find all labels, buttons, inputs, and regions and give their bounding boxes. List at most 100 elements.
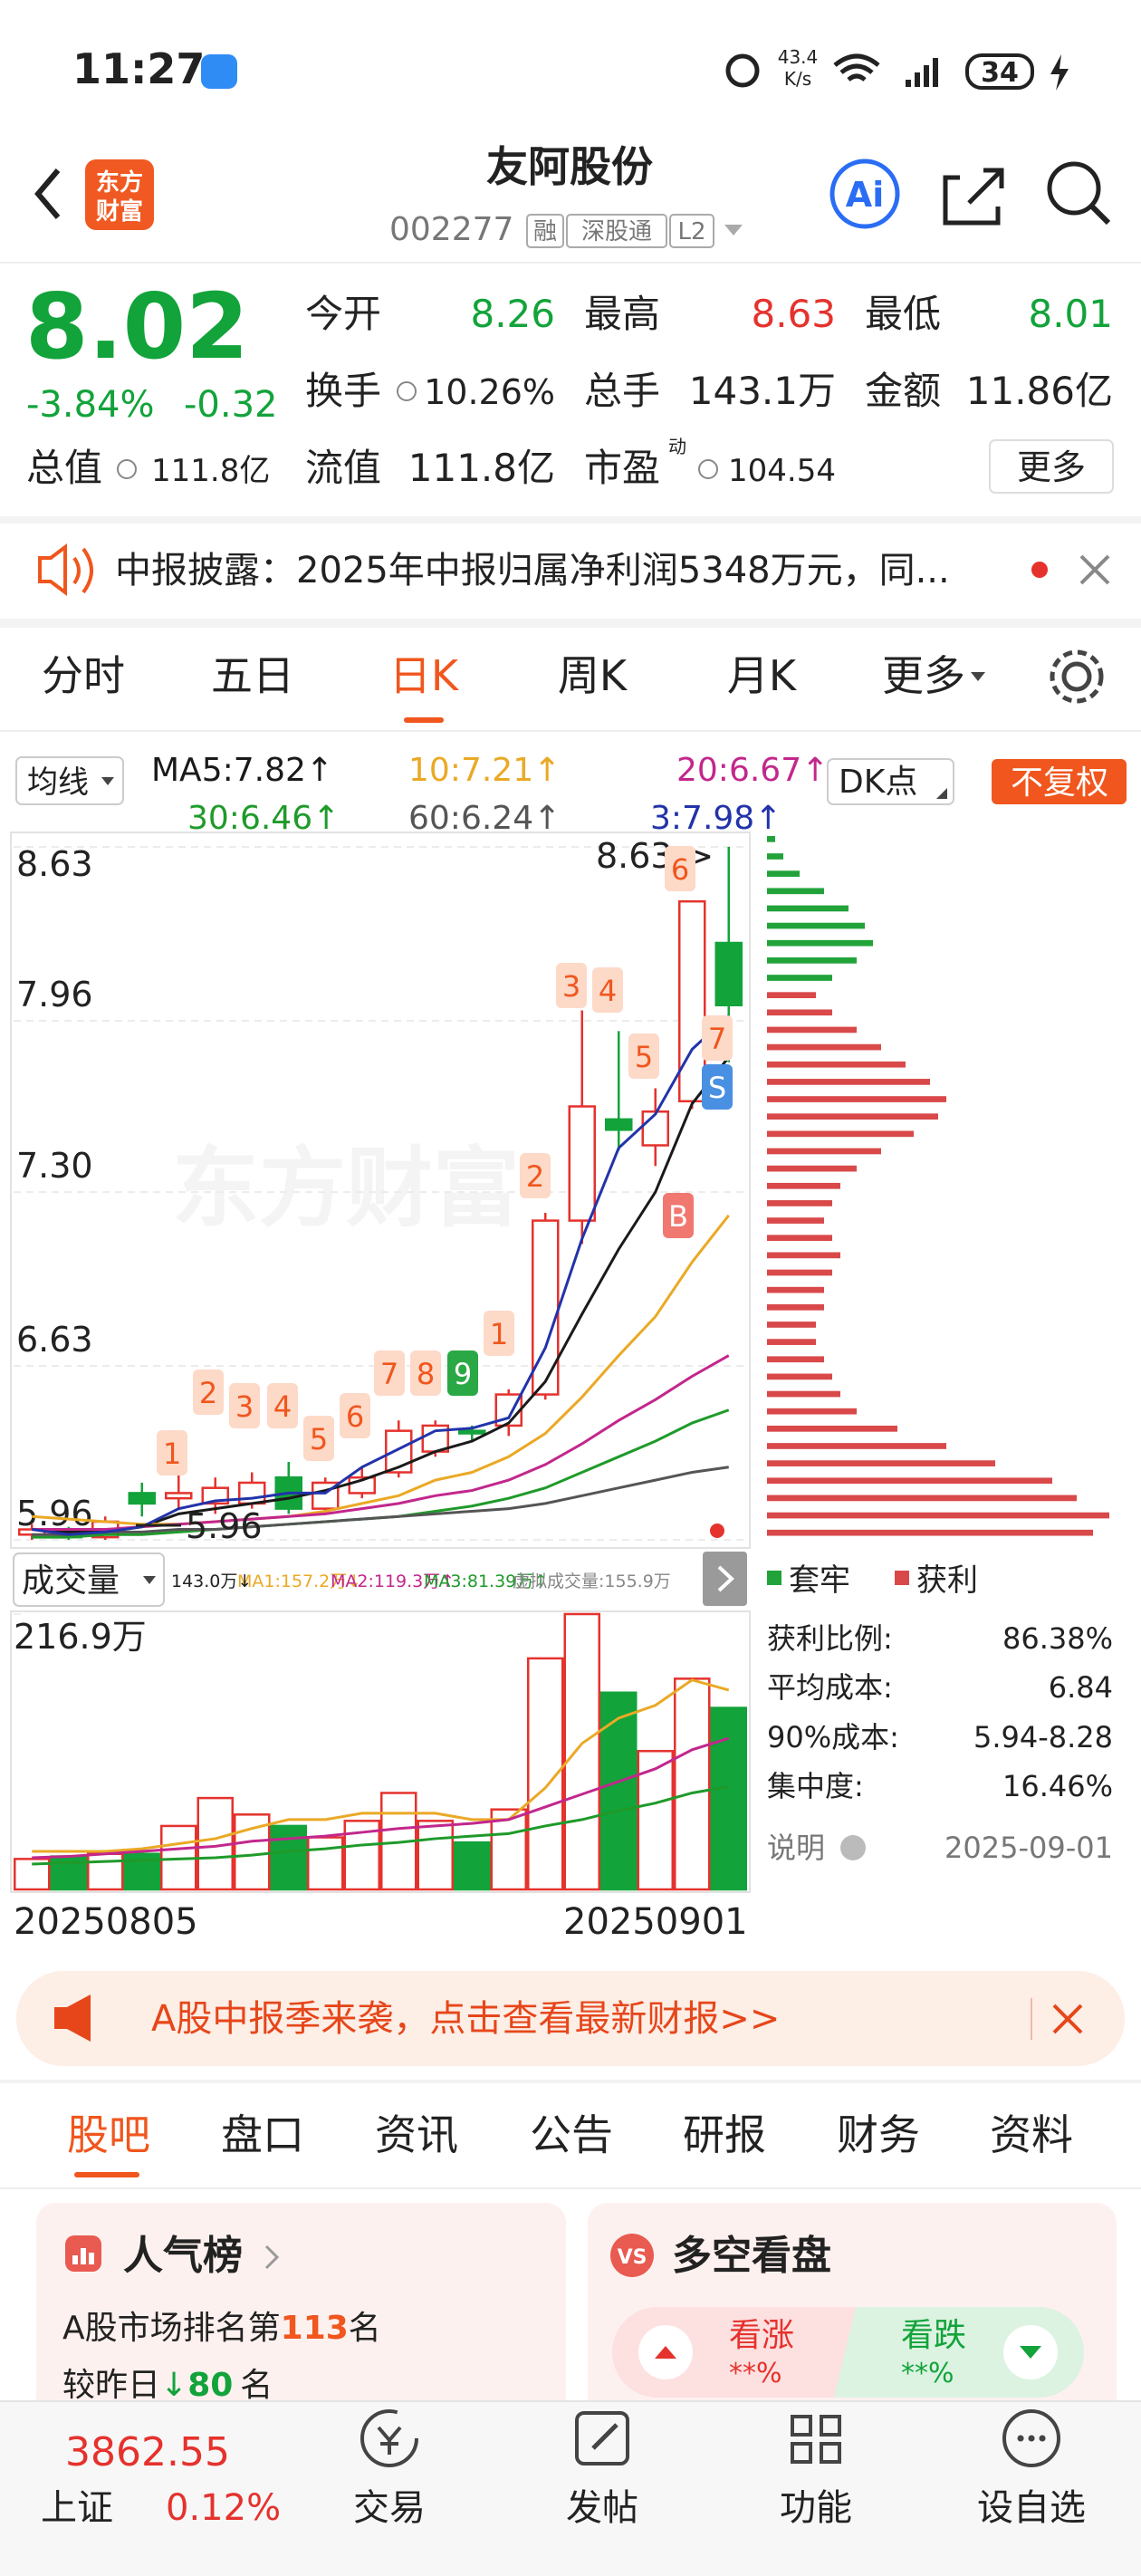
signal: 3 bbox=[235, 1389, 254, 1424]
dk-button[interactable] bbox=[827, 758, 954, 805]
volume-ma-line bbox=[32, 1784, 730, 1866]
close-button[interactable] bbox=[1079, 554, 1110, 585]
chip-bar bbox=[767, 1495, 1077, 1502]
popularity-card[interactable] bbox=[36, 2203, 566, 2420]
ma-selector[interactable] bbox=[15, 756, 124, 805]
signal-box bbox=[520, 1153, 551, 1198]
info-icon[interactable] bbox=[840, 1835, 866, 1860]
section-tab[interactable]: 股吧 bbox=[67, 2110, 150, 2159]
candle-body bbox=[678, 899, 706, 1103]
index-change: 0.12% bbox=[166, 2487, 281, 2529]
kline-frame bbox=[10, 831, 751, 1549]
candle-body bbox=[641, 1110, 669, 1147]
chip-bar bbox=[767, 1182, 840, 1189]
chip-bar bbox=[767, 1235, 832, 1242]
more-button[interactable] bbox=[989, 439, 1114, 494]
candle-body bbox=[165, 1492, 193, 1500]
candle-body bbox=[238, 1481, 266, 1505]
signal: 4 bbox=[273, 1389, 292, 1424]
field-label: 市盈 bbox=[584, 446, 660, 490]
ma-legend: MA5:7.82↑ bbox=[151, 752, 333, 789]
legend-label: 套牢 bbox=[789, 1562, 850, 1599]
chip-bar bbox=[767, 922, 865, 929]
alarm-icon bbox=[725, 53, 760, 88]
chip-bar bbox=[767, 1512, 1109, 1519]
settings-button[interactable] bbox=[1061, 661, 1092, 692]
net-speed: 43.4 bbox=[778, 46, 819, 68]
arrow: ↓ bbox=[160, 2367, 187, 2404]
chip-bar bbox=[767, 836, 775, 842]
section-tab[interactable]: 资料 bbox=[990, 2110, 1073, 2159]
volume-legend: MA1:157.2万↓ bbox=[237, 1572, 361, 1591]
more-label: 更多 bbox=[1017, 447, 1086, 487]
chip-bar bbox=[767, 1009, 832, 1016]
net-unit: K/s bbox=[784, 68, 811, 90]
signal-box bbox=[267, 1383, 298, 1428]
chip-bar bbox=[767, 1286, 824, 1293]
section-tab[interactable]: 研报 bbox=[683, 2110, 766, 2159]
volume-selector[interactable] bbox=[13, 1552, 165, 1607]
nav-item[interactable]: 交易 bbox=[353, 2487, 426, 2529]
period-tab[interactable]: 周K bbox=[558, 651, 628, 700]
field-label: 金额 bbox=[865, 369, 941, 413]
ai-label: Ai bbox=[846, 175, 884, 215]
banner[interactable] bbox=[16, 1971, 1125, 2066]
stat-value: 5.94-8.28 bbox=[973, 1720, 1113, 1754]
search-button[interactable] bbox=[1047, 161, 1101, 216]
signal: S bbox=[708, 1071, 726, 1105]
period-tab[interactable]: 更多 bbox=[882, 651, 965, 700]
last-price: 8.02 bbox=[25, 274, 249, 380]
signal: 4 bbox=[599, 974, 617, 1008]
signal-box bbox=[484, 1311, 514, 1356]
chip-bar bbox=[767, 1043, 881, 1051]
note: 说明 bbox=[767, 1831, 825, 1865]
signal-box bbox=[663, 1193, 694, 1238]
chip-bar bbox=[767, 1373, 832, 1380]
up-arrow bbox=[655, 2346, 676, 2359]
section-tab[interactable]: 公告 bbox=[530, 2110, 613, 2159]
candle-body bbox=[128, 1492, 156, 1505]
dropdown-caret[interactable] bbox=[724, 225, 743, 235]
signal-box bbox=[447, 1350, 478, 1396]
section-tab[interactable]: 财务 bbox=[837, 2110, 920, 2159]
period-tab[interactable]: 分时 bbox=[42, 651, 125, 700]
dropdown-caret bbox=[971, 672, 985, 681]
volume-bar bbox=[417, 1820, 454, 1891]
volume-legend: MA3:81.39万↑ bbox=[424, 1572, 548, 1591]
adjust-button[interactable] bbox=[992, 759, 1127, 804]
stat-label: 集中度: bbox=[767, 1769, 864, 1803]
section-tab[interactable]: 盘口 bbox=[221, 2110, 304, 2159]
signal-box bbox=[702, 1015, 733, 1061]
adjust-label: 不复权 bbox=[1011, 764, 1108, 802]
index-value[interactable]: 3862.55 bbox=[65, 2429, 230, 2475]
nav-item[interactable]: 功能 bbox=[780, 2487, 852, 2529]
chip-bar bbox=[767, 1356, 824, 1363]
signal: 5 bbox=[310, 1422, 328, 1456]
period-tab[interactable]: 五日 bbox=[211, 651, 294, 700]
signal: 8 bbox=[417, 1357, 435, 1391]
share-button[interactable] bbox=[943, 168, 1004, 226]
signal: 5 bbox=[635, 1040, 653, 1074]
text: 名 bbox=[349, 2310, 381, 2347]
back-button[interactable] bbox=[34, 168, 61, 219]
gap bbox=[0, 2080, 1141, 2083]
candle-body bbox=[385, 1429, 413, 1474]
chip-bar bbox=[767, 1200, 832, 1206]
nav-item[interactable]: 发帖 bbox=[566, 2487, 638, 2529]
notice-text[interactable]: 中报披露：2025年中报归属净利润5348万元，同... bbox=[115, 550, 950, 591]
ai-button[interactable] bbox=[829, 159, 900, 229]
volume-bar bbox=[600, 1691, 638, 1891]
volume-bar bbox=[454, 1841, 491, 1891]
nav-item[interactable]: 设自选 bbox=[977, 2487, 1086, 2529]
period-tab[interactable]: 日K bbox=[389, 651, 460, 700]
tag: 融 bbox=[533, 218, 557, 245]
close-button[interactable] bbox=[1052, 2004, 1083, 2034]
tag: 深股通 bbox=[581, 218, 652, 245]
watermark: 东方财富 bbox=[172, 1138, 520, 1239]
chip-bar bbox=[767, 1529, 1093, 1536]
collapse-button[interactable] bbox=[703, 1552, 747, 1606]
stat-value: 86.38% bbox=[1002, 1621, 1113, 1656]
period-tab[interactable]: 月K bbox=[727, 651, 798, 700]
volume-bar bbox=[307, 1836, 344, 1891]
section-tab[interactable]: 资讯 bbox=[375, 2110, 458, 2159]
